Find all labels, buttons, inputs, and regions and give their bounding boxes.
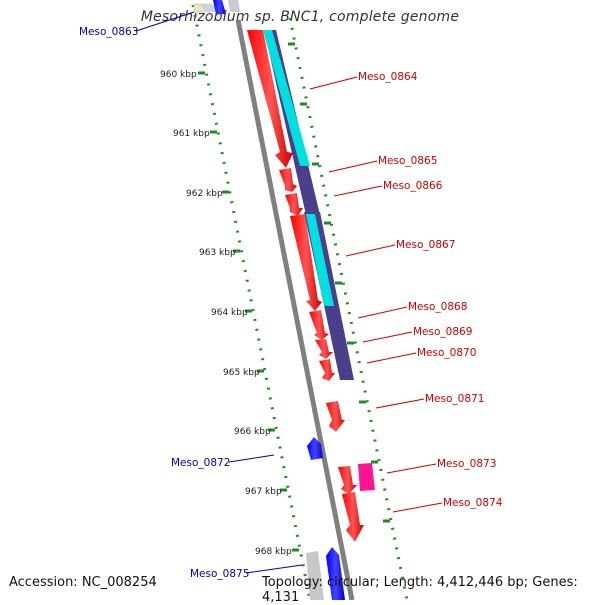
gene-meso-0873-feature — [338, 466, 357, 494]
gene-meso-0863d-feature — [228, 0, 240, 12]
leader-line — [333, 185, 383, 197]
gene-meso-0872-feature — [307, 437, 323, 460]
gene-label-meso-0869[interactable]: Meso_0869 — [413, 326, 472, 338]
gene-meso-0871-feature — [326, 401, 345, 432]
tick-label: 961 kbp — [173, 129, 210, 139]
gene-meso-0865-feature — [279, 168, 297, 192]
leader-line — [345, 244, 396, 257]
cog-band-cyan-1 — [263, 30, 310, 166]
gene-label-meso-0870[interactable]: Meso_0870 — [417, 347, 476, 359]
gene-meso-0875b-feature — [306, 551, 324, 600]
leader-line — [392, 502, 443, 513]
leader-line — [357, 306, 408, 319]
gene-meso-0867-feature — [290, 214, 322, 311]
leader-line — [328, 160, 378, 173]
gene-meso-0863c-feature — [213, 0, 226, 14]
gene-label-meso-0875[interactable]: Meso_0875 — [190, 568, 249, 580]
leader-line — [366, 352, 417, 364]
genome-backbone — [235, 19, 355, 600]
tick-label: 964 kbp — [211, 308, 248, 318]
gene-label-meso-0871[interactable]: Meso_0871 — [425, 393, 484, 405]
tick-label: 967 kbp — [245, 487, 282, 497]
inner-tick-arc — [191, 4, 312, 600]
gene-label-meso-0872[interactable]: Meso_0872 — [171, 457, 230, 469]
tick-label: 968 kbp — [255, 547, 292, 557]
tick-label: 962 kbp — [186, 189, 223, 199]
gene-label-meso-0866[interactable]: Meso_0866 — [383, 180, 443, 192]
gene-meso-0869-feature — [315, 339, 333, 359]
gene-meso-0866-feature — [285, 193, 303, 216]
accession-text: Accession: NC_008254 — [9, 575, 157, 590]
gene-label-meso-0873[interactable]: Meso_0873 — [437, 458, 496, 470]
leader-line — [135, 11, 195, 32]
tick-label: 965 kbp — [223, 368, 260, 378]
leader-line — [228, 454, 275, 463]
cog-band-cyan-2 — [306, 214, 334, 306]
leader-line — [386, 463, 437, 474]
tick-label: 963 kbp — [199, 248, 236, 258]
gene-meso-0874-feature — [342, 492, 364, 542]
gene-meso-0875-feature — [326, 547, 345, 600]
gene-label-meso-0864[interactable]: Meso_0864 — [358, 71, 418, 83]
gene-label-meso-0868[interactable]: Meso_0868 — [408, 301, 467, 313]
gene-label-meso-0865[interactable]: Meso_0865 — [378, 155, 437, 167]
cog-band-pink — [358, 463, 375, 491]
topology-text: Topology: circular; Length: 4,412,446 bp… — [262, 575, 578, 605]
tick-label: 960 kbp — [160, 70, 197, 80]
leader-line — [245, 564, 303, 574]
gene-label-meso-0867[interactable]: Meso_0867 — [396, 239, 455, 251]
leader-line — [309, 76, 358, 90]
gene-meso-0870-feature — [319, 359, 335, 381]
tick-label: 966 kbp — [234, 427, 271, 437]
gene-label-meso-0874[interactable]: Meso_0874 — [443, 497, 503, 509]
gene-label-meso-0863[interactable]: Meso_0863 — [79, 26, 138, 38]
gene-meso-0864-feature — [247, 30, 293, 168]
gene-meso-0868-feature — [309, 310, 329, 340]
leader-line — [362, 331, 413, 343]
leader-line — [375, 398, 425, 409]
tick-marks — [198, 42, 390, 552]
